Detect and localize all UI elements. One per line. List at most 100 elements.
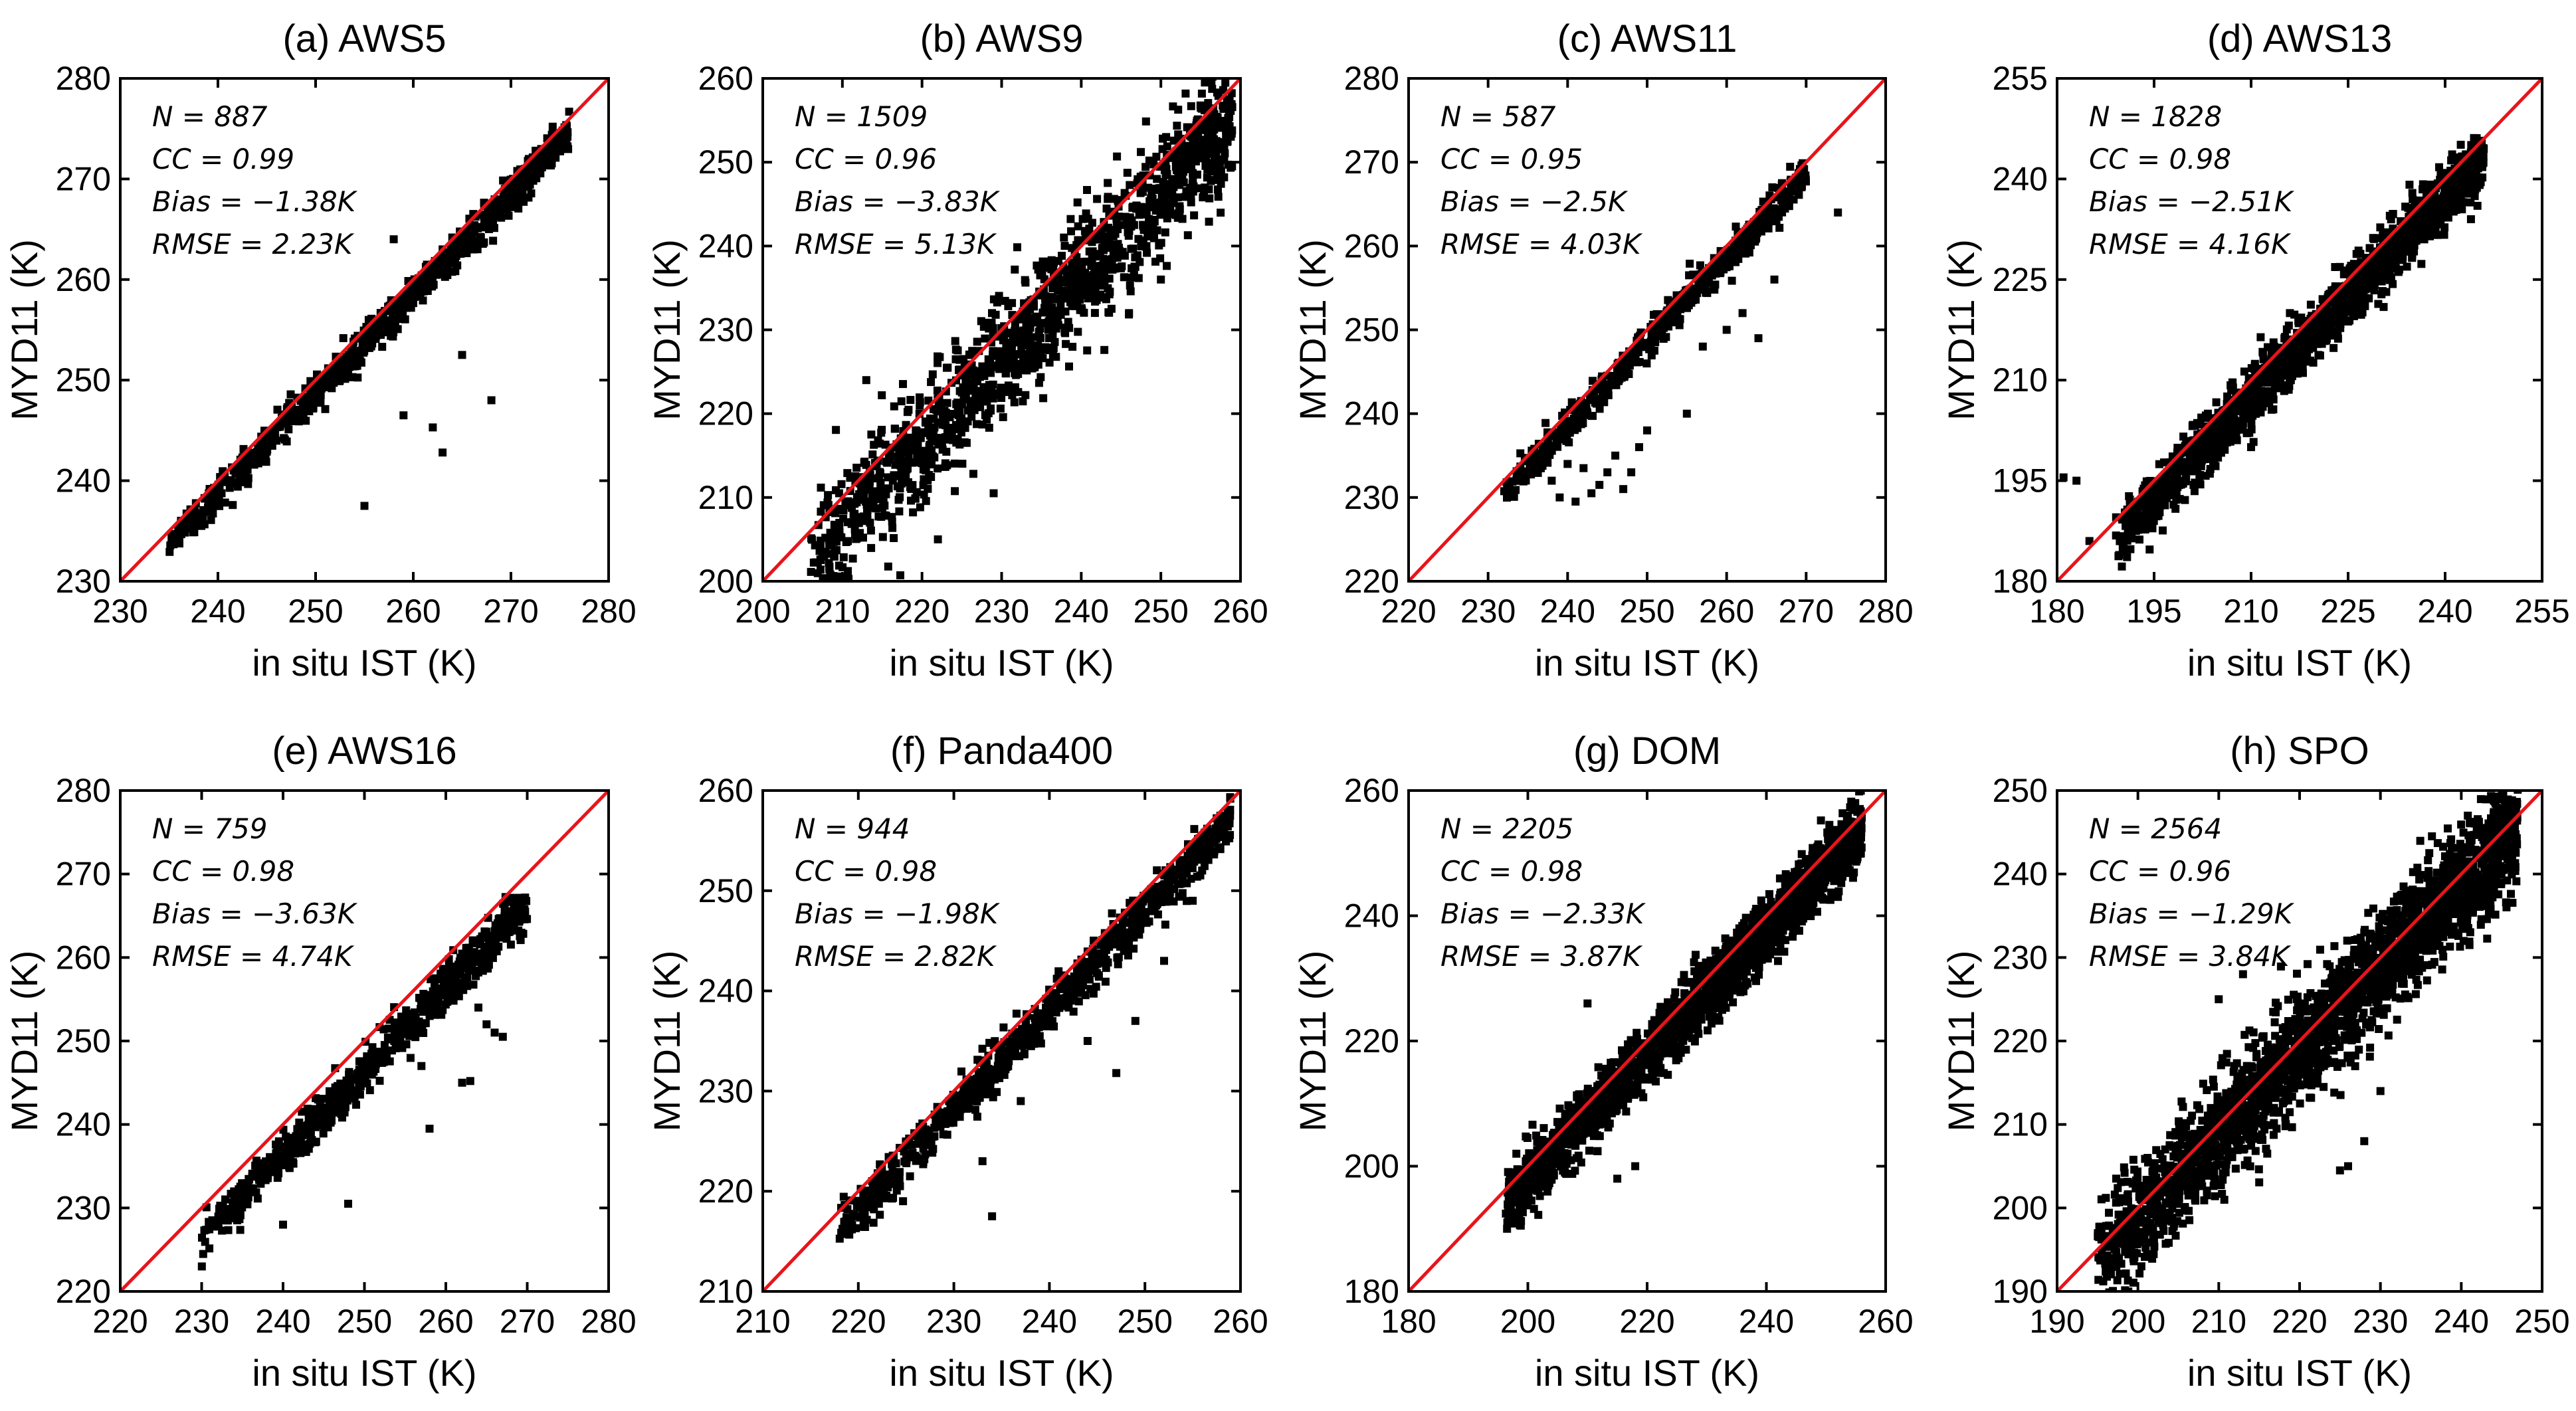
data-point	[811, 541, 819, 549]
data-point	[943, 399, 951, 407]
data-point	[2302, 351, 2311, 360]
data-point	[1197, 89, 1206, 98]
data-point	[2352, 299, 2361, 308]
data-point	[1043, 296, 1052, 305]
data-point	[2378, 287, 2387, 296]
data-point	[1056, 310, 1065, 319]
data-point	[1781, 204, 1789, 213]
data-point	[1686, 259, 1694, 268]
data-point	[2264, 343, 2272, 351]
stat-annotation: N = 1828	[2089, 100, 2222, 133]
data-point	[1104, 195, 1112, 203]
data-point	[2313, 337, 2322, 346]
data-point	[2239, 405, 2247, 413]
data-point	[916, 398, 924, 407]
data-point	[1021, 276, 1029, 284]
data-point	[1786, 163, 1795, 171]
y-tick-label: 280	[56, 60, 111, 97]
data-point	[2465, 165, 2474, 174]
data-point	[1225, 99, 1233, 108]
data-point	[1220, 173, 1229, 181]
data-point	[445, 248, 454, 257]
data-point	[2480, 145, 2488, 153]
data-point	[983, 415, 991, 424]
data-point	[842, 538, 850, 546]
data-point	[2377, 277, 2386, 286]
data-point	[268, 442, 276, 450]
data-point	[983, 397, 991, 405]
data-point	[1220, 155, 1229, 164]
data-point	[940, 411, 949, 420]
data-point	[2392, 250, 2401, 259]
data-point	[1155, 184, 1164, 193]
data-point	[1201, 140, 1210, 148]
data-point	[2204, 409, 2212, 418]
data-point	[2354, 246, 2363, 255]
x-tick-label: 260	[1699, 593, 1754, 630]
x-tick-label: 220	[1381, 593, 1436, 630]
data-point	[1720, 258, 1729, 266]
data-point	[189, 528, 197, 537]
data-point	[2259, 355, 2268, 363]
data-point	[1083, 186, 1091, 194]
data-point	[1591, 399, 1599, 407]
outlier-point	[389, 235, 398, 244]
data-point	[2232, 434, 2240, 442]
data-point	[952, 438, 961, 447]
data-point	[869, 492, 878, 500]
data-point	[524, 183, 532, 191]
data-point	[932, 406, 941, 414]
data-point	[891, 424, 899, 433]
data-point	[419, 296, 427, 305]
data-point	[2245, 407, 2254, 415]
data-point	[985, 324, 993, 333]
data-point	[213, 492, 221, 500]
x-tick-label: 230	[974, 593, 1029, 630]
outlier-point	[1754, 334, 1763, 343]
data-point	[1794, 181, 1803, 190]
data-point	[1054, 321, 1062, 329]
data-point	[2320, 313, 2328, 322]
data-point	[1162, 133, 1171, 141]
data-point	[425, 278, 434, 286]
data-point	[876, 488, 885, 497]
data-point	[336, 377, 344, 385]
data-point	[817, 484, 825, 492]
data-point	[828, 535, 837, 543]
data-point	[2205, 440, 2213, 448]
data-point	[884, 473, 892, 482]
y-tick-label: 210	[698, 479, 753, 516]
data-point	[1151, 257, 1159, 266]
data-point	[1734, 246, 1743, 255]
data-point	[843, 469, 852, 478]
data-point	[2207, 428, 2216, 437]
data-point	[878, 533, 887, 541]
data-point	[2294, 363, 2303, 371]
data-point	[2447, 156, 2456, 165]
data-point	[520, 197, 528, 206]
data-point	[1205, 217, 1213, 226]
data-point	[843, 518, 852, 527]
data-point	[897, 397, 906, 406]
data-point	[2452, 191, 2460, 200]
data-point	[456, 239, 465, 248]
data-point	[2402, 228, 2411, 236]
data-point	[1510, 492, 1518, 501]
data-point	[1175, 202, 1184, 211]
data-point	[1541, 419, 1550, 427]
data-point	[959, 383, 967, 392]
data-point	[825, 563, 834, 571]
data-point	[1692, 296, 1700, 304]
data-point	[565, 108, 573, 116]
data-point	[1676, 315, 1684, 324]
data-point	[319, 377, 328, 385]
data-point	[1126, 273, 1135, 282]
data-point	[1181, 89, 1190, 98]
data-point	[1212, 151, 1221, 159]
data-point	[969, 470, 977, 478]
data-point	[2456, 140, 2465, 149]
data-point	[839, 506, 848, 514]
data-point	[2311, 318, 2320, 326]
data-point	[1060, 242, 1069, 250]
